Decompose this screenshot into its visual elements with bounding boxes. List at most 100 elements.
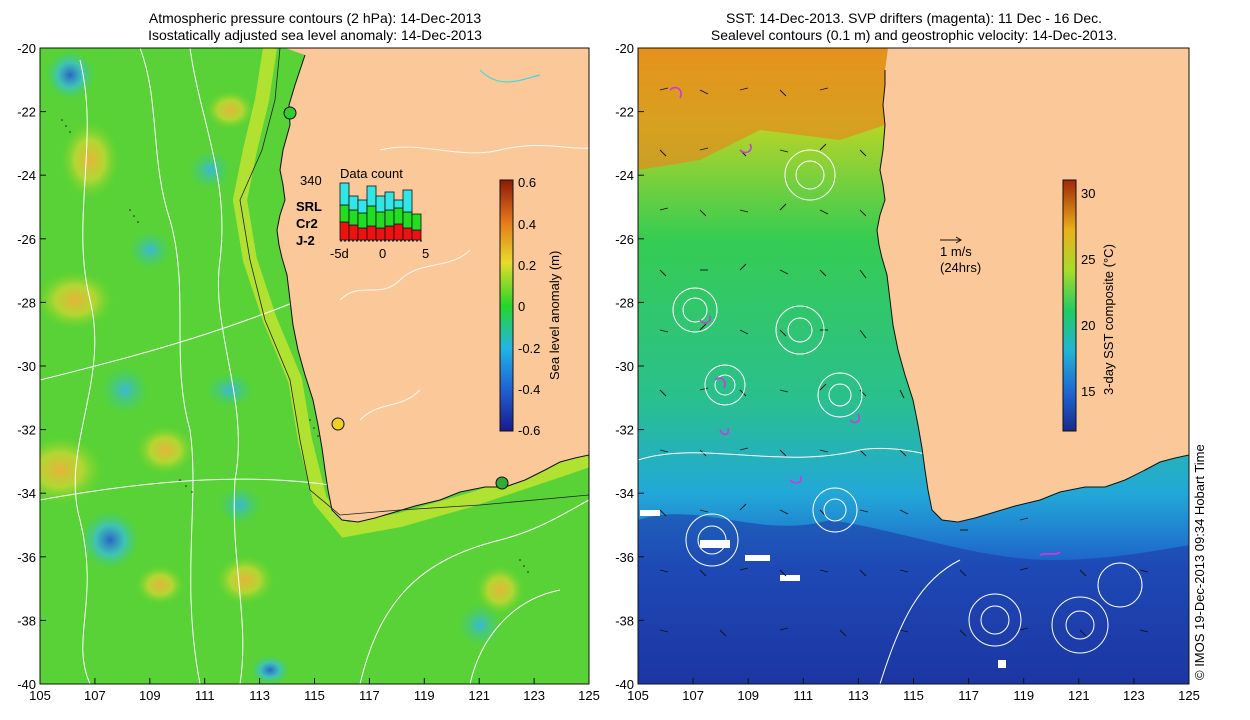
lat-tick-label: -38	[615, 613, 634, 628]
lat-tick-label: -30	[615, 359, 634, 374]
vector-scale-label: 1 m/s	[940, 244, 972, 259]
tide-gauge-marker-south[interactable]	[495, 476, 509, 490]
inset-title: Data count	[340, 166, 403, 181]
sst-cb-tick-15: 15	[1081, 384, 1095, 399]
inset-legend-srl: SRL	[296, 199, 322, 214]
sla-cb-tick-0: 0.6	[518, 175, 536, 190]
sst-colorbar-ticks: 30 25 20 15 3-day SST composite (°C)	[1081, 186, 1116, 399]
lat-tick-label: -32	[17, 423, 36, 438]
right-map-title: SST: 14-Dec-2013. SVP drifters (magenta)…	[638, 10, 1190, 44]
lon-tick-label: 119	[414, 688, 435, 703]
right-map: 1 m/s (24hrs)	[638, 48, 1189, 684]
lon-tick-label: 113	[848, 688, 869, 703]
australia-land-left	[277, 48, 589, 522]
sla-anomaly-blobs	[40, 50, 525, 684]
sst-colorbar	[1062, 179, 1077, 432]
lat-tick-label: -40	[17, 677, 36, 692]
land-river-lines	[339, 145, 589, 421]
vector-scale-arrowhead	[955, 236, 962, 244]
sla-colorbar-ticks: 0.6 0.4 0.2 0 -0.2 -0.4 -0.6 Sea level a…	[518, 175, 562, 438]
lat-tick-label: -26	[615, 232, 634, 247]
sla-colorbar-label: Sea level anomaly (m)	[547, 251, 562, 380]
coastline-left	[276, 54, 589, 523]
left-title-line1: Atmospheric pressure contours (2 hPa): 1…	[148, 10, 482, 26]
tide-gauge-marker-west[interactable]	[331, 417, 345, 431]
significance-dots	[61, 119, 529, 573]
left-map-axes: 105 107 109 111 113 115 117 119 121 123 125 -20 -22 -…	[17, 41, 600, 703]
lat-tick-label: -22	[615, 105, 634, 120]
lon-tick-label: 123	[1123, 688, 1145, 703]
lon-tick-label: 107	[84, 688, 106, 703]
coastline-right	[876, 70, 1189, 523]
lon-tick-label: 121	[468, 688, 490, 703]
inset-max-label: 340	[300, 173, 322, 188]
lat-tick-label: -28	[615, 295, 634, 310]
cyan-coast-line	[479, 69, 541, 83]
lat-tick-label: -34	[615, 486, 634, 501]
sla-cb-tick-2: 0.2	[518, 258, 536, 273]
data-count-inset: Data count 340 SRL Cr2 J-2 -5d 0 5	[296, 166, 429, 261]
lon-tick-label: 111	[195, 688, 215, 703]
lon-tick-label: 105	[29, 688, 51, 703]
lat-tick-label: -38	[17, 613, 36, 628]
inset-xtick-minus5: -5d	[330, 246, 349, 261]
cool-water-patch	[638, 514, 1189, 684]
lon-tick-label: 105	[627, 688, 649, 703]
lon-tick-label: 115	[304, 688, 325, 703]
shelf-break-line	[239, 48, 589, 516]
lon-tick-label: 117	[359, 688, 380, 703]
lon-tick-label: 109	[139, 688, 161, 703]
geostrophic-velocity-field	[659, 87, 1149, 637]
lat-tick-label: -36	[17, 550, 36, 565]
left-title-line2: Isostatically adjusted sea level anomaly…	[148, 27, 482, 43]
lon-tick-label: 119	[1013, 688, 1034, 703]
sst-colorbar-label: 3-day SST composite (°C)	[1101, 244, 1116, 395]
lon-tick-label: 123	[523, 688, 545, 703]
vector-scale-duration: (24hrs)	[940, 260, 981, 275]
lon-tick-label: 111	[793, 688, 813, 703]
tide-gauge-marker-north[interactable]	[283, 106, 297, 120]
lon-tick-label: 125	[1178, 688, 1200, 703]
inset-histogram-bars	[339, 182, 422, 241]
inset-xtick-0: 0	[379, 246, 386, 261]
lat-tick-label: -26	[17, 232, 36, 247]
lat-tick-label: -24	[615, 168, 634, 183]
cloud-mask-speckles	[640, 510, 1006, 668]
lon-tick-label: 115	[903, 688, 924, 703]
lon-tick-label: 113	[249, 688, 270, 703]
sla-colorbar	[499, 179, 514, 432]
lat-tick-label: -20	[615, 41, 634, 56]
lon-tick-label: 109	[737, 688, 759, 703]
lat-tick-label: -28	[17, 295, 36, 310]
left-map: Data count 340 SRL Cr2 J-2 -5d 0 5	[40, 48, 589, 684]
australia-land-right	[877, 48, 1189, 522]
right-title-line1: SST: 14-Dec-2013. SVP drifters (magenta)…	[725, 10, 1103, 26]
inset-legend-cr2: Cr2	[296, 216, 318, 231]
svp-drifter-tracks[interactable]	[669, 86, 1061, 556]
lat-tick-label: -24	[17, 168, 36, 183]
lat-tick-label: -36	[615, 550, 634, 565]
sst-cb-tick-20: 20	[1081, 318, 1095, 333]
sla-cb-tick-1: 0.4	[518, 217, 536, 232]
sst-cb-tick-25: 25	[1081, 252, 1095, 267]
inset-xtick-5: 5	[422, 246, 429, 261]
lat-tick-label: -22	[17, 105, 36, 120]
lat-tick-label: -32	[615, 423, 634, 438]
lon-tick-label: 125	[578, 688, 600, 703]
sla-cb-tick-5: -0.4	[518, 382, 540, 397]
sla-cb-tick-6: -0.6	[518, 423, 540, 438]
sla-cb-tick-3: 0	[518, 299, 525, 314]
right-map-axes: 105 107 109 111 113 115 117 119 121 123 125 -20 -22 -…	[615, 41, 1200, 703]
lon-tick-label: 117	[958, 688, 979, 703]
imos-credit: © IMOS 19-Dec-2013 09:34 Hobart Time	[1192, 444, 1207, 680]
sst-cb-tick-30: 30	[1081, 186, 1095, 201]
lat-tick-label: -30	[17, 359, 36, 374]
right-title-line2: Sealevel contours (0.1 m) and geostrophi…	[710, 27, 1118, 43]
lon-tick-label: 121	[1068, 688, 1090, 703]
inset-legend-j2: J-2	[296, 233, 315, 248]
lat-tick-label: -20	[17, 41, 36, 56]
sla-cb-tick-4: -0.2	[518, 341, 540, 356]
lat-tick-label: -34	[17, 486, 36, 501]
lat-tick-label: -40	[615, 677, 634, 692]
